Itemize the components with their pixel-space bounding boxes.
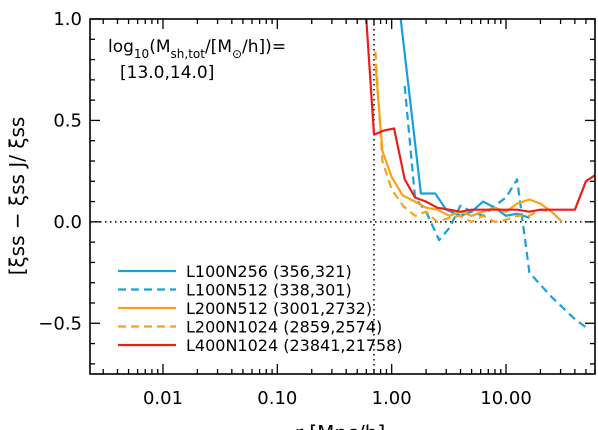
reference-lines xyxy=(90,19,595,374)
plot-frame xyxy=(89,18,596,375)
y-tick-label: −0.5 xyxy=(38,313,82,334)
mass-bin-annotation-line2: [13.0,14.0] xyxy=(120,63,214,83)
y-tick-label: 0.0 xyxy=(53,212,82,233)
series-line-2 xyxy=(403,85,587,329)
axis-ticks xyxy=(90,18,596,374)
mass-bin-annotation-line1: log10(Msh,tot/[M⊙/h])= xyxy=(108,37,286,61)
y-tick-label: 1.0 xyxy=(53,9,82,30)
series-line-1 xyxy=(399,19,530,219)
series-line-4 xyxy=(374,51,552,223)
legend-label-2: L100N512 (338,301) xyxy=(186,281,352,300)
legend-label-5: L400N1024 (23841,21758) xyxy=(186,336,403,355)
series-lines xyxy=(365,19,595,329)
legend-label-3: L200N512 (3001,2732) xyxy=(186,299,372,318)
series-line-5 xyxy=(365,19,595,213)
legend: L100N256 (356,321)L100N512 (338,301)L200… xyxy=(118,262,403,355)
x-tick-label: 10.00 xyxy=(480,388,532,409)
x-tick-label: 1.00 xyxy=(372,388,412,409)
legend-label-1: L100N256 (356,321) xyxy=(186,262,352,281)
y-tick-label: 0.5 xyxy=(53,110,82,131)
x-axis-label: r [Mpc/h] xyxy=(295,421,386,430)
legend-label-4: L200N1024 (2859,2574) xyxy=(186,318,382,337)
series-line-3 xyxy=(374,63,563,223)
x-tick-label: 0.01 xyxy=(143,388,183,409)
y-axis-label: [ξss − ξss J/ ξss xyxy=(5,117,29,276)
axis-tick-labels: 0.01 0.10 1.00 10.00 1.0 0.5 0.0 −0.5 xyxy=(38,9,532,409)
x-tick-label: 0.10 xyxy=(257,388,297,409)
